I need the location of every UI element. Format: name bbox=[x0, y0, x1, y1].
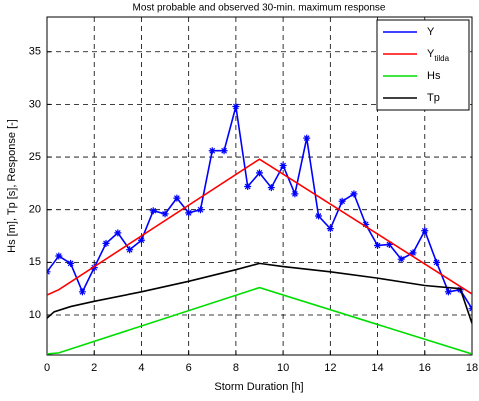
y-tick-label: 30 bbox=[29, 98, 41, 110]
marker bbox=[208, 147, 216, 155]
x-tick-label: 18 bbox=[466, 362, 478, 374]
series-line bbox=[47, 286, 472, 355]
legend-label: Tp bbox=[427, 92, 440, 104]
x-tick-label: 16 bbox=[419, 362, 431, 374]
marker bbox=[196, 206, 204, 214]
legend-label: Hs bbox=[427, 70, 441, 82]
series-line bbox=[47, 262, 472, 324]
x-tick-label: 12 bbox=[324, 362, 336, 374]
y-tick-label: 20 bbox=[29, 204, 41, 216]
marker bbox=[232, 103, 240, 111]
marker bbox=[67, 259, 75, 267]
x-tick-label: 8 bbox=[233, 362, 239, 374]
marker bbox=[126, 246, 134, 254]
marker bbox=[421, 227, 429, 235]
x-tick-label: 6 bbox=[186, 362, 192, 374]
legend-box bbox=[376, 19, 470, 111]
marker bbox=[315, 212, 323, 220]
marker bbox=[149, 207, 157, 215]
y-tick-label: 10 bbox=[29, 309, 41, 321]
x-tick-label: 14 bbox=[371, 362, 383, 374]
x-tick-label: 10 bbox=[277, 362, 289, 374]
marker bbox=[137, 236, 145, 244]
marker bbox=[433, 258, 441, 266]
marker bbox=[173, 194, 181, 202]
marker bbox=[185, 209, 193, 217]
marker bbox=[279, 161, 287, 169]
plot-frame bbox=[46, 16, 473, 356]
marker bbox=[114, 229, 122, 237]
marker bbox=[78, 288, 86, 296]
y-tick-label: 35 bbox=[29, 46, 41, 58]
marker bbox=[102, 239, 110, 247]
legend-label: Ytilda bbox=[427, 48, 450, 63]
marker bbox=[55, 252, 63, 260]
marker bbox=[220, 147, 228, 155]
marker bbox=[385, 240, 393, 248]
x-tick-label: 4 bbox=[138, 362, 144, 374]
marker bbox=[338, 197, 346, 205]
x-tick-label: 0 bbox=[44, 362, 50, 374]
marker bbox=[161, 210, 169, 218]
marker bbox=[303, 134, 311, 142]
y-axis-label: Hs [m], Tp [s], Response [-] bbox=[6, 119, 18, 253]
y-tick-label: 25 bbox=[29, 151, 41, 163]
series-line bbox=[47, 106, 472, 310]
marker bbox=[362, 220, 370, 228]
marker bbox=[267, 184, 275, 192]
marker bbox=[444, 288, 452, 296]
marker bbox=[244, 183, 252, 191]
marker bbox=[409, 249, 417, 257]
chart-title: Most probable and observed 30-min. maxim… bbox=[133, 3, 386, 14]
marker bbox=[397, 255, 405, 263]
plot-area bbox=[47, 28, 472, 355]
y-tick-label: 15 bbox=[29, 256, 41, 268]
legend-label: Y bbox=[427, 26, 435, 38]
marker bbox=[350, 190, 358, 198]
marker bbox=[256, 169, 263, 177]
series-line bbox=[47, 158, 472, 296]
x-axis-label: Storm Duration [h] bbox=[214, 381, 303, 393]
marker bbox=[326, 225, 334, 233]
marker bbox=[374, 241, 382, 249]
x-tick-label: 2 bbox=[91, 362, 97, 374]
marker bbox=[291, 190, 299, 198]
